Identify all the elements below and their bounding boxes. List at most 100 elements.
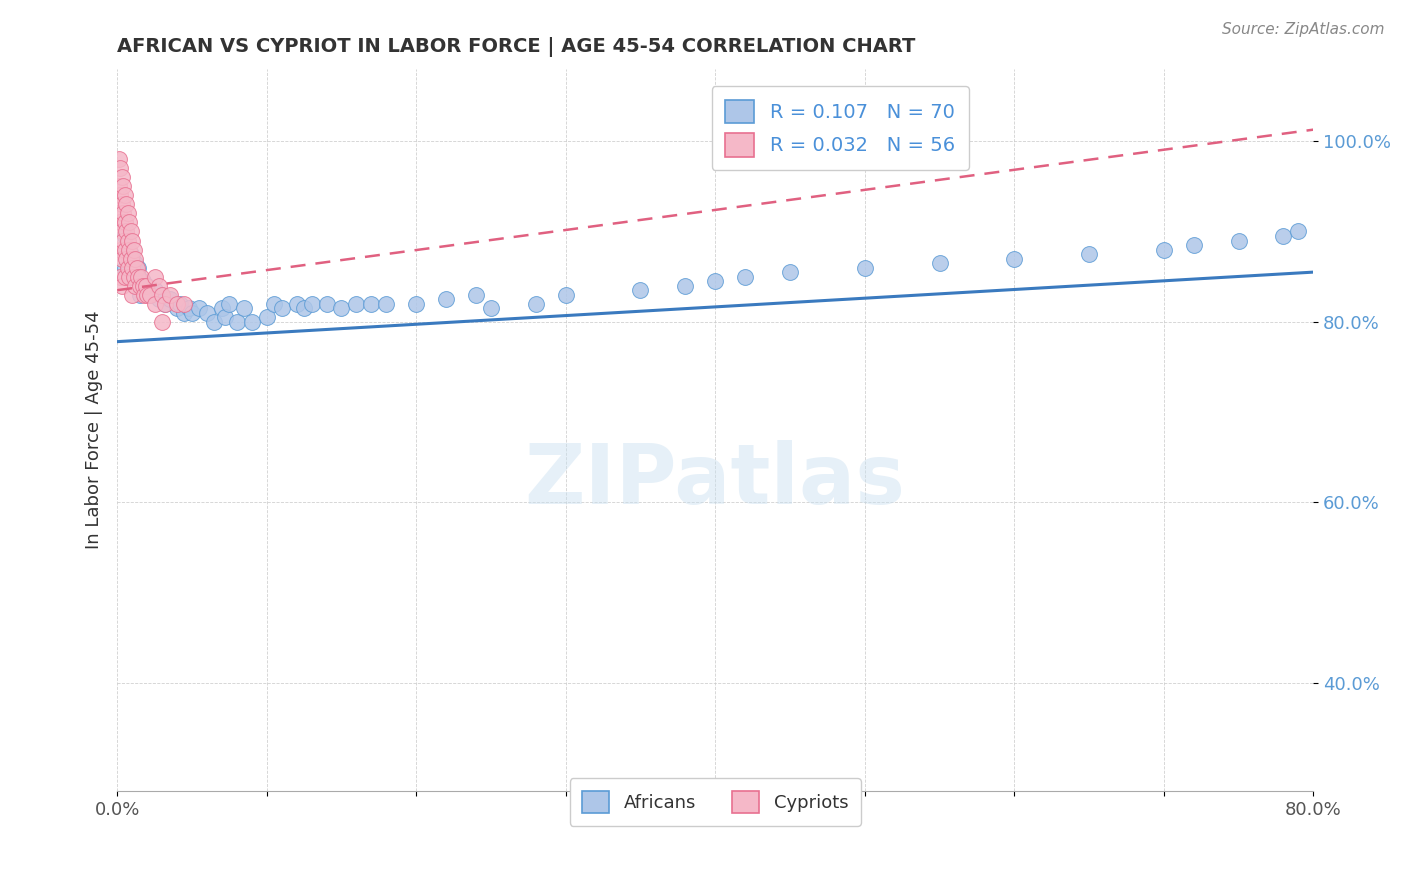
- Y-axis label: In Labor Force | Age 45-54: In Labor Force | Age 45-54: [86, 310, 103, 549]
- Point: [159, 287, 181, 301]
- Point: [108, 188, 131, 202]
- Point: [121, 287, 143, 301]
- Point: [285, 296, 308, 310]
- Point: [111, 278, 134, 293]
- Point: [173, 306, 195, 320]
- Point: [135, 278, 157, 293]
- Point: [143, 269, 166, 284]
- Legend: Africans, Cypriots: Africans, Cypriots: [569, 779, 860, 826]
- Point: [121, 260, 143, 275]
- Point: [139, 287, 162, 301]
- Point: [122, 243, 145, 257]
- Point: [150, 315, 173, 329]
- Point: [118, 243, 141, 257]
- Point: [150, 287, 173, 301]
- Point: [173, 296, 195, 310]
- Point: [117, 260, 139, 275]
- Point: [118, 269, 141, 284]
- Point: [111, 197, 134, 211]
- Point: [117, 247, 139, 261]
- Point: [405, 296, 427, 310]
- Point: [108, 215, 131, 229]
- Point: [292, 301, 315, 316]
- Point: [1002, 252, 1025, 266]
- Point: [115, 197, 138, 211]
- Point: [143, 296, 166, 310]
- Point: [115, 225, 138, 239]
- Point: [128, 278, 150, 293]
- Point: [853, 260, 876, 275]
- Point: [120, 247, 142, 261]
- Point: [114, 215, 136, 229]
- Point: [148, 278, 170, 293]
- Point: [112, 234, 135, 248]
- Point: [114, 269, 136, 284]
- Point: [181, 306, 204, 320]
- Point: [111, 170, 134, 185]
- Point: [112, 179, 135, 194]
- Point: [122, 260, 145, 275]
- Point: [211, 301, 233, 316]
- Point: [734, 269, 756, 284]
- Point: [263, 296, 285, 310]
- Point: [524, 296, 547, 310]
- Point: [107, 153, 129, 167]
- Point: [128, 287, 150, 301]
- Point: [132, 278, 155, 293]
- Point: [121, 252, 143, 266]
- Point: [218, 296, 240, 310]
- Point: [108, 243, 131, 257]
- Point: [256, 310, 278, 325]
- Point: [118, 215, 141, 229]
- Point: [928, 256, 950, 270]
- Point: [122, 269, 145, 284]
- Point: [108, 161, 131, 176]
- Point: [120, 252, 142, 266]
- Point: [233, 301, 256, 316]
- Point: [120, 225, 142, 239]
- Point: [1078, 247, 1101, 261]
- Point: [117, 206, 139, 220]
- Point: [240, 315, 263, 329]
- Point: [330, 301, 353, 316]
- Point: [554, 287, 576, 301]
- Point: [159, 292, 181, 306]
- Point: [150, 287, 173, 301]
- Point: [127, 269, 149, 284]
- Point: [115, 243, 138, 257]
- Point: [465, 287, 488, 301]
- Point: [434, 292, 457, 306]
- Point: [1272, 229, 1295, 244]
- Point: [153, 296, 176, 310]
- Point: [202, 315, 225, 329]
- Point: [121, 234, 143, 248]
- Point: [479, 301, 502, 316]
- Point: [673, 278, 696, 293]
- Point: [117, 234, 139, 248]
- Point: [111, 225, 134, 239]
- Point: [375, 296, 398, 310]
- Point: [135, 283, 157, 297]
- Point: [630, 283, 652, 297]
- Point: [214, 310, 236, 325]
- Point: [148, 292, 170, 306]
- Point: [114, 243, 136, 257]
- Text: Source: ZipAtlas.com: Source: ZipAtlas.com: [1222, 22, 1385, 37]
- Point: [188, 301, 211, 316]
- Point: [118, 260, 141, 275]
- Point: [125, 265, 148, 279]
- Point: [121, 269, 143, 284]
- Point: [131, 274, 153, 288]
- Point: [1286, 225, 1309, 239]
- Point: [108, 269, 131, 284]
- Point: [124, 278, 146, 293]
- Point: [225, 315, 247, 329]
- Point: [124, 252, 146, 266]
- Point: [169, 296, 191, 310]
- Point: [344, 296, 367, 310]
- Point: [114, 229, 136, 244]
- Point: [177, 301, 200, 316]
- Point: [115, 252, 138, 266]
- Point: [1227, 234, 1250, 248]
- Point: [124, 256, 146, 270]
